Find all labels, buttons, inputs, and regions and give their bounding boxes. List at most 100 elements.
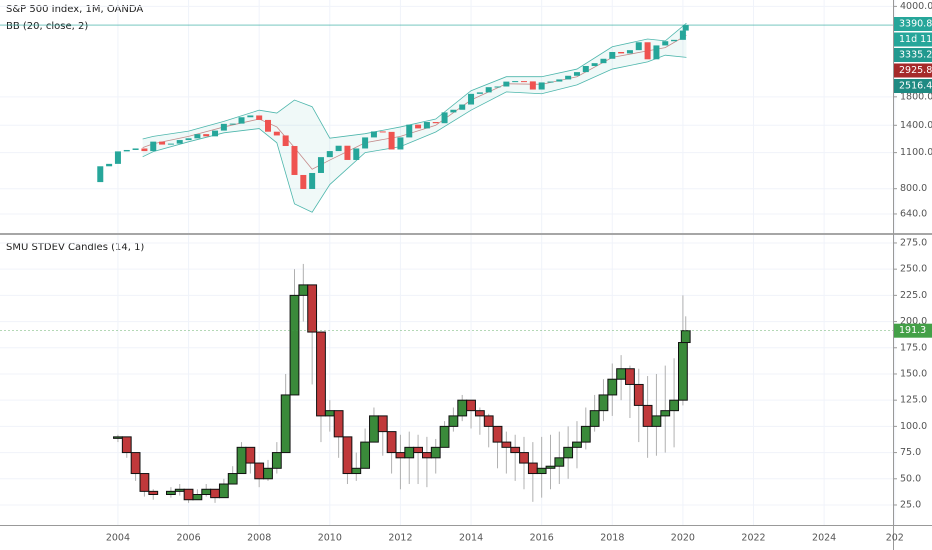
- candle: [159, 141, 166, 145]
- indicator-label: SMU STDEV Candles (14, 1): [6, 242, 144, 253]
- candle: [236, 446, 247, 475]
- y-tick-label: 100.0: [900, 421, 927, 432]
- candle: [441, 112, 448, 124]
- candle: [342, 436, 353, 475]
- candle: [201, 488, 212, 496]
- candle: [660, 410, 671, 417]
- candle: [529, 81, 536, 90]
- indicator-label: BB (20, close, 2): [6, 21, 88, 32]
- candle: [238, 117, 245, 124]
- band-fill: [142, 23, 687, 213]
- candle: [203, 134, 210, 137]
- candle: [457, 399, 468, 417]
- candle: [386, 431, 397, 454]
- candle: [545, 465, 556, 469]
- candle: [625, 368, 635, 385]
- candle: [565, 75, 572, 80]
- candle: [554, 457, 565, 467]
- candle: [669, 399, 679, 412]
- price-badge-label: 2516.4: [899, 81, 932, 92]
- candle: [185, 138, 192, 141]
- price-badge-label: 3390.8: [899, 19, 932, 30]
- candle: [406, 124, 413, 138]
- price-badge-label: 3335.2: [899, 50, 932, 61]
- candle: [317, 157, 324, 173]
- candle: [563, 446, 574, 459]
- price-badge-label: 2925.8: [899, 65, 932, 76]
- y-tick-label: 175.0: [900, 342, 927, 353]
- candle: [335, 145, 342, 152]
- candle: [422, 452, 432, 459]
- y-tick-label: 25.0: [900, 499, 921, 510]
- candle: [280, 394, 291, 454]
- candle: [273, 131, 280, 136]
- y-tick-label: 250.0: [900, 264, 927, 275]
- y-tick-label: 150.0: [900, 368, 927, 379]
- candle: [360, 441, 371, 469]
- candle: [229, 123, 236, 125]
- candle: [521, 81, 528, 83]
- candle: [106, 163, 113, 167]
- candle: [635, 42, 642, 51]
- candle: [148, 490, 159, 496]
- x-tick-label: 2004: [106, 533, 130, 544]
- candle: [547, 81, 554, 83]
- candle: [609, 52, 616, 59]
- candle: [289, 294, 300, 396]
- candle: [309, 172, 316, 189]
- candle: [644, 42, 651, 60]
- x-tick-label: 2006: [176, 533, 200, 544]
- candle: [538, 82, 545, 90]
- x-tick-label: 2012: [388, 533, 412, 544]
- candle: [662, 41, 669, 46]
- candle: [413, 446, 423, 454]
- candle: [379, 131, 386, 133]
- candle: [324, 410, 335, 417]
- y-tick-label: 225.0: [900, 290, 927, 301]
- candle: [132, 148, 139, 150]
- candle: [298, 284, 309, 296]
- candle: [642, 404, 653, 427]
- candle: [166, 490, 176, 496]
- candle: [247, 115, 254, 118]
- candle: [582, 66, 589, 73]
- candle: [333, 410, 344, 438]
- price-badge: [894, 32, 932, 47]
- y-tick-label: 50.0: [900, 473, 921, 484]
- candle: [254, 462, 265, 480]
- band-upper: [142, 22, 687, 140]
- candle: [430, 446, 441, 459]
- y-tick-label: 1100.0: [900, 147, 932, 158]
- candle: [167, 143, 174, 145]
- candle: [633, 383, 644, 406]
- candle: [139, 473, 150, 492]
- candle: [618, 52, 625, 54]
- x-tick-label: 2008: [247, 533, 271, 544]
- candle: [600, 58, 607, 64]
- x-tick-label: 2020: [671, 533, 695, 544]
- candle: [679, 30, 686, 40]
- y-tick-label: 1400.0: [900, 120, 932, 131]
- candle: [370, 131, 377, 138]
- x-tick-label: 2010: [318, 533, 342, 544]
- y-tick-label: 1800.0: [900, 91, 932, 102]
- candle: [404, 446, 415, 459]
- candle: [130, 452, 141, 475]
- price-badge: [894, 48, 932, 62]
- candle: [459, 104, 466, 110]
- candle: [307, 284, 318, 333]
- candle: [591, 63, 598, 67]
- y-tick-label: 125.0: [900, 395, 927, 406]
- candle: [512, 81, 519, 83]
- price-badge-label: 191.3: [899, 325, 926, 336]
- candle: [192, 494, 203, 501]
- candle: [598, 394, 609, 412]
- candle: [377, 415, 388, 433]
- candle: [680, 330, 691, 344]
- candle: [476, 92, 483, 94]
- candle: [468, 93, 475, 105]
- candle: [474, 410, 485, 417]
- candle: [263, 467, 273, 480]
- candle: [210, 488, 220, 499]
- candle: [556, 79, 563, 82]
